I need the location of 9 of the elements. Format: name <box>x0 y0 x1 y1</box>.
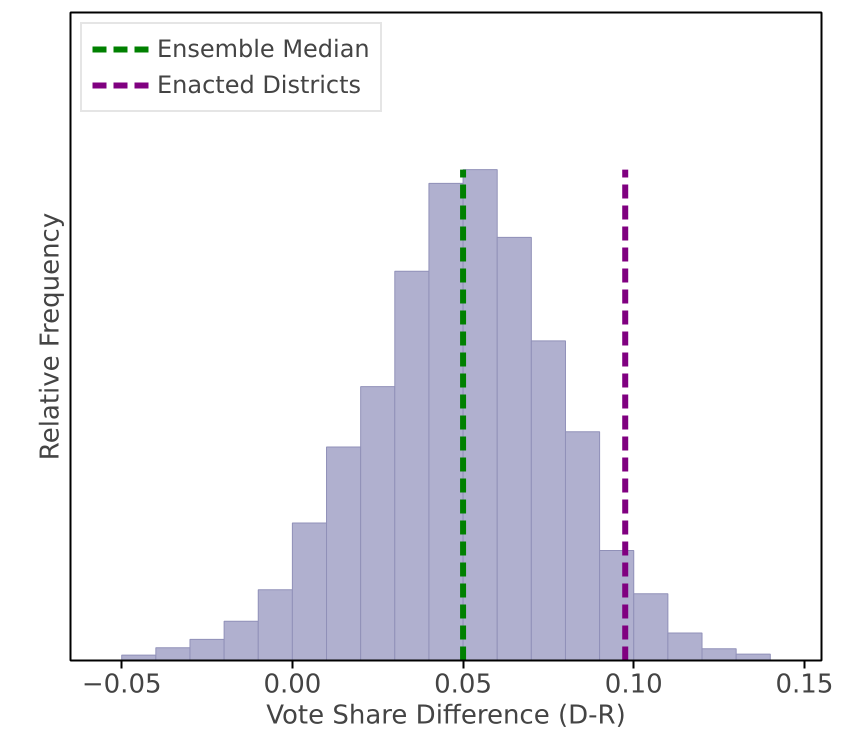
x-tick-label: 0.05 <box>434 670 492 700</box>
y-axis-title: Relative Frequency <box>36 212 66 460</box>
x-axis-title: Vote Share Difference (D-R) <box>266 700 626 730</box>
legend-label: Ensemble Median <box>157 35 370 63</box>
x-tick-label: 0.15 <box>775 670 834 700</box>
x-tick-label: 0.10 <box>604 670 663 700</box>
x-tick-label: −0.05 <box>82 670 162 700</box>
legend-label: Enacted Districts <box>157 71 362 99</box>
x-tick-label: 0.00 <box>263 670 322 700</box>
